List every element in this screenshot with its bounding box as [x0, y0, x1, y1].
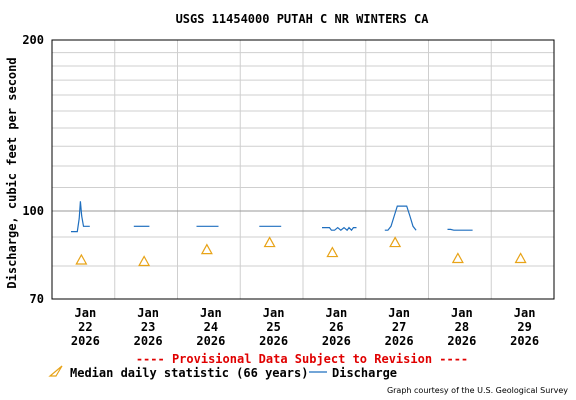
median-triangle-marker [200, 243, 213, 255]
credit-text: Graph courtesy of the U.S. Geological Su… [387, 386, 568, 395]
legend: Median daily statistic (66 years) Discha… [48, 365, 397, 380]
median-triangle-marker [326, 246, 339, 258]
discharge-line-segment [322, 226, 357, 232]
series-layer [71, 201, 527, 267]
x-tick-label: Jan [326, 306, 348, 320]
chart-title: USGS 11454000 PUTAH C NR WINTERS CA [176, 12, 430, 26]
x-tick-label: 2026 [322, 334, 351, 348]
x-tick-label: 2026 [510, 334, 539, 348]
x-tick-label: Jan [263, 306, 285, 320]
x-tick-label: Jan [200, 306, 222, 320]
x-tick-label: 2026 [196, 334, 225, 348]
median-triangle-marker [138, 255, 151, 267]
median-triangle-marker [451, 252, 464, 264]
discharge-line-segment [71, 201, 90, 233]
x-tick-label: Jan [451, 306, 473, 320]
discharge-line-segment [384, 205, 417, 231]
x-tick-label: 25 [266, 320, 280, 334]
median-triangle-marker [389, 236, 402, 248]
median-triangle-marker [75, 253, 88, 265]
x-tick-label: 2026 [134, 334, 163, 348]
x-tick-label: Jan [388, 306, 410, 320]
x-tick-label: 26 [329, 320, 343, 334]
provisional-notice: ---- Provisional Data Subject to Revisio… [136, 352, 468, 366]
legend-discharge-label: Discharge [332, 366, 397, 380]
x-tick-label: 23 [141, 320, 155, 334]
x-tick-label: Jan [75, 306, 97, 320]
x-tick-label: 24 [204, 320, 218, 334]
discharge-line-segment [447, 228, 473, 231]
x-tick-label: Jan [137, 306, 159, 320]
y-tick-label: 100 [22, 204, 44, 218]
x-tick-label: 22 [78, 320, 92, 334]
y-tick-label: 200 [22, 33, 44, 47]
grid [52, 40, 554, 299]
x-tick-label: 2026 [385, 334, 414, 348]
legend-median-label: Median daily statistic (66 years) [70, 366, 308, 380]
x-tick-label: 2026 [71, 334, 100, 348]
x-tick-label: 29 [517, 320, 531, 334]
axis-labels: 20010070Jan222026Jan232026Jan242026Jan25… [22, 33, 539, 348]
x-tick-label: 2026 [259, 334, 288, 348]
x-tick-label: 27 [392, 320, 406, 334]
y-axis-label: Discharge, cubic feet per second [5, 57, 19, 288]
legend-median-triangle-icon [48, 365, 63, 377]
x-tick-label: Jan [514, 306, 536, 320]
x-tick-label: 2026 [447, 334, 476, 348]
median-triangle-marker [263, 236, 276, 248]
y-tick-label: 70 [30, 292, 44, 306]
median-triangle-marker [514, 252, 527, 264]
plot-frame [51, 39, 555, 300]
x-tick-label: 28 [455, 320, 469, 334]
